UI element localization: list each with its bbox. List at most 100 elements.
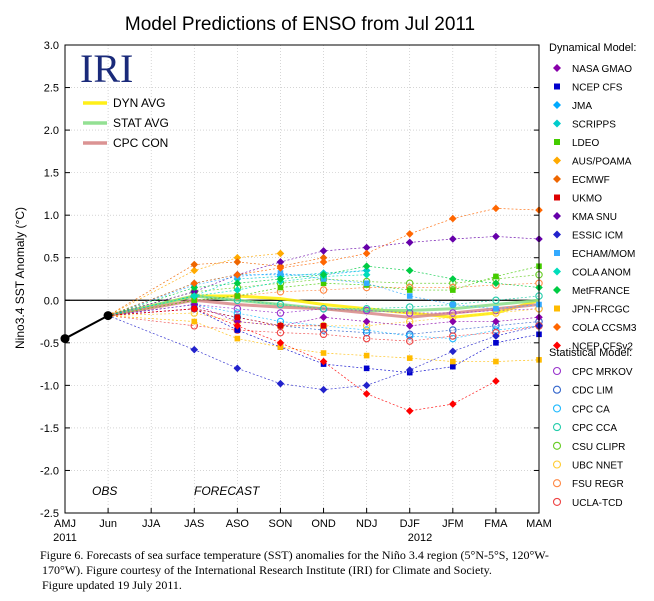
- figure-caption: Figure 6. Forecasts of sea surface tempe…: [40, 548, 650, 593]
- legend-marker-ldeo: [554, 139, 560, 145]
- series-line-ldeo: [108, 265, 540, 316]
- series-line-cola-ccsm3: [107, 208, 540, 316]
- data-point-nasa-gmao: [405, 322, 414, 330]
- y-axis-ticks: -2.5 -2.0 -1.5 -1.0 -0.5 0.0 0.5 1.0 1.5 2.0 2.5 3.…: [40, 40, 539, 520]
- y-tick-label: 2.5: [44, 83, 59, 95]
- data-point-cpc-cca: [362, 305, 371, 313]
- obs-label: OBS: [92, 484, 117, 498]
- legend-marker-fsu-regr: [552, 479, 562, 488]
- data-point-ldeo: [450, 287, 456, 293]
- data-point-echam-mom: [493, 305, 499, 312]
- statistical-legend-header: Statistical Model:: [549, 347, 632, 359]
- series-line-cpc-con: [107, 298, 540, 319]
- series-lines: [107, 204, 543, 415]
- series-line-ncep-cfsv2: [108, 308, 497, 412]
- legend-marker-cdc-lim: [552, 385, 562, 394]
- legend-label-ucla-tcd: UCLA-TCD: [572, 498, 623, 509]
- data-point-ucla-tcd: [449, 332, 457, 340]
- legend-label-ldeo: LDEO: [572, 138, 599, 149]
- y-tick-label: 0.0: [44, 295, 59, 307]
- legend-marker-kma-snu: [553, 212, 561, 220]
- data-point-nasa-gmao: [449, 317, 457, 326]
- x-tick-label: OND: [311, 518, 336, 530]
- average-legend: DYN AVG STAT AVG CPC CON: [83, 96, 169, 150]
- x-tick-label: JFM: [442, 518, 463, 530]
- data-point-cola-ccsm3: [190, 279, 199, 288]
- series-essic-icm: [107, 315, 543, 394]
- data-point-cola-ccsm3: [276, 264, 285, 272]
- data-point-ecmwf: [190, 260, 199, 269]
- data-point-cpc-cca: [276, 300, 285, 309]
- data-point-cola-anom: [233, 286, 242, 294]
- data-point-ncep-cfsv2: [492, 377, 500, 385]
- y-tick-label: -1.5: [40, 423, 59, 435]
- data-point-scripps: [362, 266, 371, 275]
- year-label-2011: 2011: [53, 532, 77, 544]
- series-line-cpc-ca: [108, 304, 540, 339]
- legend-label-aus-poama: AUS/POAMA: [572, 157, 632, 168]
- series-cola-ccsm3: [107, 204, 543, 316]
- data-point-metfrance: [362, 262, 371, 271]
- data-point-cola-ccsm3: [405, 230, 414, 238]
- legend-marker-echam-mom: [554, 250, 560, 256]
- plot-frame: [64, 44, 540, 514]
- legend-label-cpc-mrkov: CPC MRKOV: [572, 367, 633, 378]
- data-point-cola-ccsm3: [449, 214, 457, 223]
- data-point-ncep-cfsv2: [190, 304, 199, 313]
- data-point-ncep-cfsv2: [319, 357, 328, 366]
- legend-marker-ncep-cfsv2: [553, 341, 561, 350]
- data-point-kma-snu: [276, 258, 285, 266]
- series-cpc-con: [107, 298, 540, 319]
- y-tick-label: 2.0: [44, 125, 59, 137]
- data-point-ucla-tcd: [405, 337, 414, 345]
- data-point-ncep-cfsv2: [233, 322, 242, 330]
- y-tick-label: -2.5: [40, 508, 59, 520]
- dynamical-legend-items: NASA GMAO NCEP CFS JMA SCRIPPS LDEO AUS/POAMA…: [553, 64, 637, 353]
- data-point-cpc-cca: [405, 303, 414, 311]
- data-point-cola-ccsm3: [233, 270, 242, 279]
- x-tick-label: Jun: [99, 518, 117, 530]
- data-point-ncep-cfsv2: [449, 400, 457, 408]
- y-tick-label: -2.0: [40, 465, 59, 477]
- series-line-cpc-mrkov: [108, 304, 540, 316]
- y-axis-label-group: Nino3.4 SST Anomaly (°C): [13, 207, 27, 349]
- data-point-csu-clipr: [405, 279, 414, 288]
- legend-label-ncep-cfsv2: NCEP CFSv2: [572, 342, 633, 353]
- data-point-ncep-cfsv2: [276, 339, 285, 347]
- legend-marker-jpn-frcgc: [554, 305, 560, 312]
- data-point-metfrance: [276, 275, 285, 283]
- legend-marker-cpc-cca: [552, 423, 562, 432]
- x-tick-label: NDJ: [356, 518, 377, 530]
- data-point-ubc-nnet: [319, 322, 328, 330]
- data-point-jpn-frcgc: [493, 358, 499, 365]
- data-point-ukmo: [320, 323, 327, 329]
- series-line-jpn-frcgc: [108, 315, 540, 362]
- data-point-ncep-cfs: [234, 327, 241, 333]
- data-point-jpn-frcgc: [406, 355, 413, 361]
- data-point-cpc-ca: [405, 332, 414, 340]
- x-tick-label: AMJ: [54, 518, 76, 530]
- data-point-ecmwf: [319, 253, 328, 262]
- data-point-cpc-cca: [319, 305, 328, 313]
- data-point-jpn-frcgc: [277, 344, 284, 350]
- data-point-ukmo: [234, 314, 241, 321]
- data-point-cpc-mrkov: [276, 309, 285, 317]
- data-point-jpn-frcgc: [191, 318, 198, 325]
- legend-marker-ukmo: [554, 194, 560, 201]
- legend-label-ecmwf: ECMWF: [572, 175, 610, 186]
- data-point-kma-snu: [319, 247, 328, 255]
- legend-label-essic-icm: ESSIC ICM: [572, 231, 623, 242]
- data-point-ecmwf: [233, 258, 242, 266]
- avg-legend-label: CPC CON: [113, 136, 168, 150]
- legend-marker-essic-icm: [553, 230, 561, 239]
- data-point-echam-mom: [277, 270, 284, 276]
- series-line-kma-snu: [107, 236, 540, 316]
- data-point-ldeo: [191, 297, 198, 304]
- legend-marker-nasa-gmao: [553, 64, 561, 72]
- data-point-metfrance: [405, 266, 414, 275]
- data-point-jpn-frcgc: [320, 350, 327, 356]
- legend-label-cdc-lim: CDC LIM: [572, 386, 613, 397]
- series-line-cpc-cca: [108, 295, 540, 316]
- year-label-2012: 2012: [408, 532, 432, 544]
- legend-label-ncep-cfs: NCEP CFS: [572, 83, 623, 94]
